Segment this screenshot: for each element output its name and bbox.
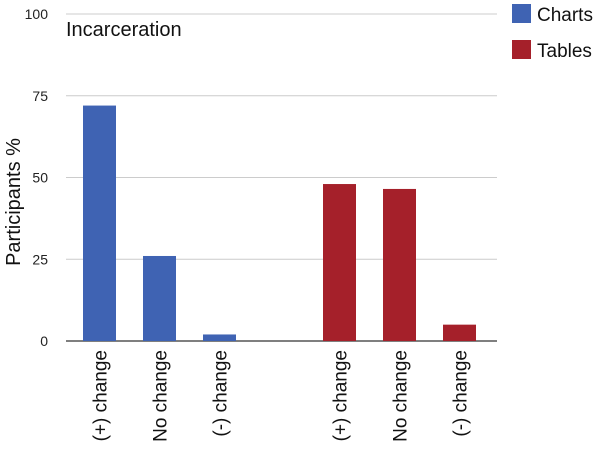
y-tick-label: 75 <box>32 88 48 104</box>
legend-label-charts: Charts <box>537 5 593 26</box>
legend: Charts Tables <box>512 4 593 62</box>
legend-swatch-tables <box>512 40 531 59</box>
category-label: (-) change <box>211 350 232 437</box>
category-label: (+) change <box>331 350 352 441</box>
y-axis-title: Participants % <box>3 138 25 266</box>
legend-label-tables: Tables <box>537 41 592 62</box>
bars <box>83 105 476 341</box>
y-tick-labels: 0 25 50 75 100 <box>25 6 49 349</box>
legend-swatch-charts <box>512 4 531 23</box>
bar-charts-2 <box>203 334 236 341</box>
category-label: (-) change <box>451 350 472 437</box>
y-tick-label: 25 <box>32 251 48 267</box>
y-tick-label: 100 <box>25 6 49 22</box>
y-tick-label: 0 <box>40 333 48 349</box>
bar-tables-0 <box>323 184 356 341</box>
grid-lines <box>66 13 497 342</box>
chart-title: Incarceration <box>66 19 182 41</box>
bar-tables-2 <box>443 324 476 341</box>
category-labels: (+) change No change (-) change (+) change N… <box>91 350 472 442</box>
bar-tables-1 <box>383 188 416 341</box>
category-label: No change <box>391 350 412 442</box>
category-label: (+) change <box>91 350 112 441</box>
category-label: No change <box>151 350 172 442</box>
bar-charts-0 <box>83 105 116 341</box>
bar-charts-1 <box>143 255 176 341</box>
y-tick-label: 50 <box>32 170 48 186</box>
